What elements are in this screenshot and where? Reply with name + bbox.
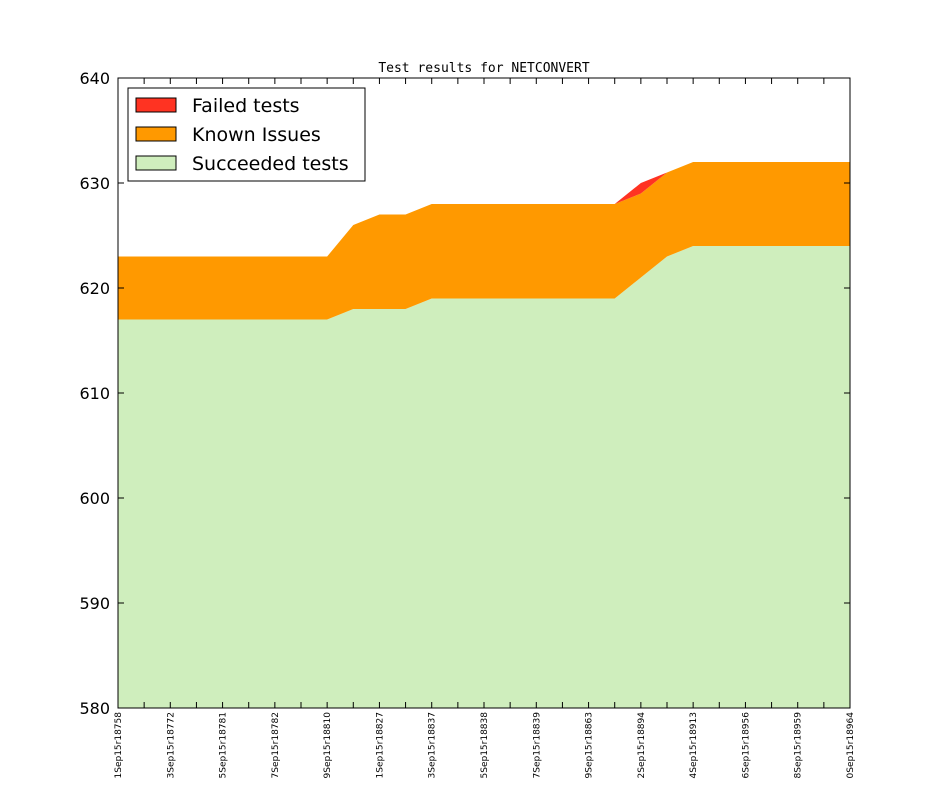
y-tick-label: 590 [79, 594, 110, 613]
area-succeeded-tests [118, 246, 850, 708]
legend-label: Failed tests [192, 95, 300, 117]
x-tick-label: 5Sep15r18781 [219, 712, 229, 778]
area-known-issues [118, 162, 850, 320]
x-tick-label: 9Sep15r18863 [585, 712, 595, 778]
legend-label: Known Issues [192, 124, 321, 146]
y-tick-label: 580 [79, 699, 110, 718]
x-tick-label: 7Sep15r18782 [271, 712, 281, 778]
x-tick-label: 5Sep15r18838 [480, 712, 490, 779]
area-series-group [118, 162, 850, 708]
chart-title: Test results for NETCONVERT [378, 61, 589, 76]
legend-label: Succeeded tests [192, 153, 349, 175]
x-tick-label: 0Sep15r18964 [846, 712, 856, 779]
legend-swatch [135, 155, 177, 171]
x-tick-label: 6Sep15r18956 [741, 712, 751, 779]
legend-swatch [135, 126, 177, 142]
x-tick-label: 1Sep15r18758 [114, 712, 124, 779]
x-tick-label: 1Sep15r18827 [375, 712, 385, 778]
y-tick-label: 610 [79, 384, 110, 403]
axes: 580 590 600 610 620 630 640 1Sep15r18758 3Sep15r… [79, 69, 856, 778]
x-tick-label: 3Sep15r18772 [166, 712, 176, 778]
y-tick-label: 640 [79, 69, 110, 88]
x-tick-label: 2Sep15r18894 [637, 712, 647, 779]
x-tick-label: 7Sep15r18839 [532, 712, 542, 779]
y-tick-label: 620 [79, 279, 110, 298]
x-tick-label: 8Sep15r18959 [794, 712, 804, 779]
legend: Failed tests Known Issues Succeeded tests [127, 87, 366, 182]
x-tick-label: 4Sep15r18913 [689, 712, 699, 778]
legend-swatch [135, 97, 177, 113]
x-tick-label: 9Sep15r18810 [323, 712, 333, 779]
y-tick-label: 600 [79, 489, 110, 508]
x-tick-label: 3Sep15r18837 [428, 712, 438, 778]
y-tick-label: 630 [79, 174, 110, 193]
